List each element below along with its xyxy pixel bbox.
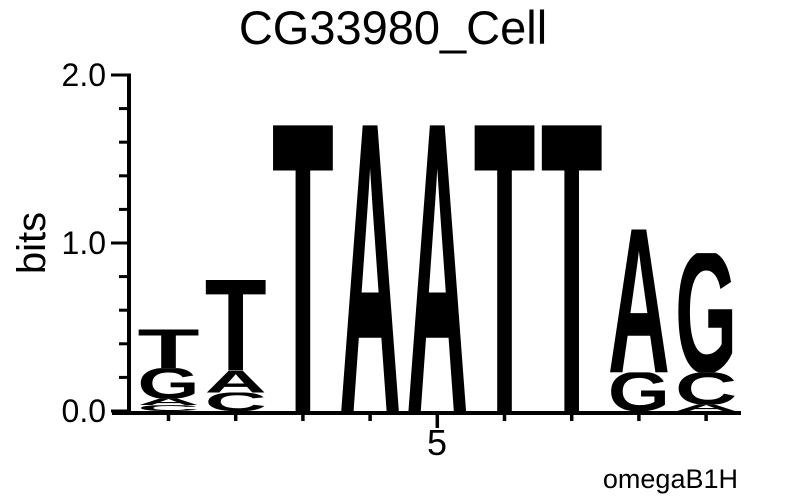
- logo-letter-T: T: [272, 34, 334, 496]
- attribution-label: omegaB1H: [603, 464, 738, 494]
- axis-lines: [112, 73, 741, 415]
- logo-stack: T: [541, 34, 603, 496]
- y-axis-label: bits: [10, 212, 54, 274]
- logo-letter-T: T: [541, 34, 603, 496]
- logo-letter-A: A: [205, 364, 267, 399]
- logo-stack: GA: [608, 186, 670, 423]
- logo-letter-glyph: A: [138, 396, 200, 407]
- logo-letter-A: A: [608, 186, 670, 418]
- logo-stack: A: [406, 34, 468, 496]
- logo-letter-glyph: A: [675, 402, 737, 413]
- logo-letter-glyph: T: [205, 252, 267, 400]
- y-axis-tick-label: 1.0: [62, 225, 106, 261]
- logo-letter-G: G: [608, 360, 670, 423]
- logo-letter-C: C: [205, 387, 267, 417]
- logo-letter-A: A: [339, 34, 401, 496]
- logo-letter-glyph: A: [406, 34, 468, 496]
- logo-letter-A: A: [675, 402, 737, 413]
- logo-letter-T: T: [205, 252, 267, 400]
- chart-title: CG33980_Cell: [239, 1, 547, 54]
- logo-stack: T: [272, 34, 334, 496]
- logo-letter-A: A: [406, 34, 468, 496]
- logo-letter-C: C: [675, 363, 737, 415]
- logo-stack: T: [474, 34, 536, 496]
- logo-letter-glyph: T: [272, 34, 334, 496]
- logo-letter-glyph: C: [675, 363, 737, 415]
- logo-letter-glyph: C: [138, 403, 200, 413]
- y-axis-tick-label: 2.0: [62, 57, 106, 93]
- logo-stack: ACG: [675, 216, 737, 415]
- logo-letter-G: G: [138, 359, 200, 408]
- logo-letter-glyph: A: [608, 186, 670, 418]
- logo-stack: A: [339, 34, 401, 496]
- logo-letter-C: C: [138, 403, 200, 413]
- y-axis-tick-label: 0.0: [62, 393, 106, 429]
- logo-letter-glyph: A: [339, 34, 401, 496]
- logo-letter-glyph: G: [675, 216, 737, 410]
- logo-letter-glyph: C: [205, 387, 267, 417]
- logo-letter-T: T: [138, 317, 200, 380]
- logo-letter-glyph: T: [474, 34, 536, 496]
- logo-letter-glyph: G: [138, 359, 200, 408]
- y-axis-ticks: 0.0 1.0 2.0: [62, 57, 129, 429]
- logo-letter-A: A: [138, 396, 200, 407]
- logo-letter-T: T: [474, 34, 536, 496]
- logo-stack: CAT: [205, 252, 267, 417]
- logo-letter-G: G: [675, 216, 737, 410]
- logo-letter-glyph: G: [608, 360, 670, 423]
- x-axis-tick-label: 5: [427, 422, 447, 463]
- x-axis-ticks: [166, 414, 708, 428]
- logo-letter-glyph: T: [138, 317, 200, 380]
- logo-letter-glyph: A: [205, 364, 267, 399]
- logo-letter-glyph: T: [541, 34, 603, 496]
